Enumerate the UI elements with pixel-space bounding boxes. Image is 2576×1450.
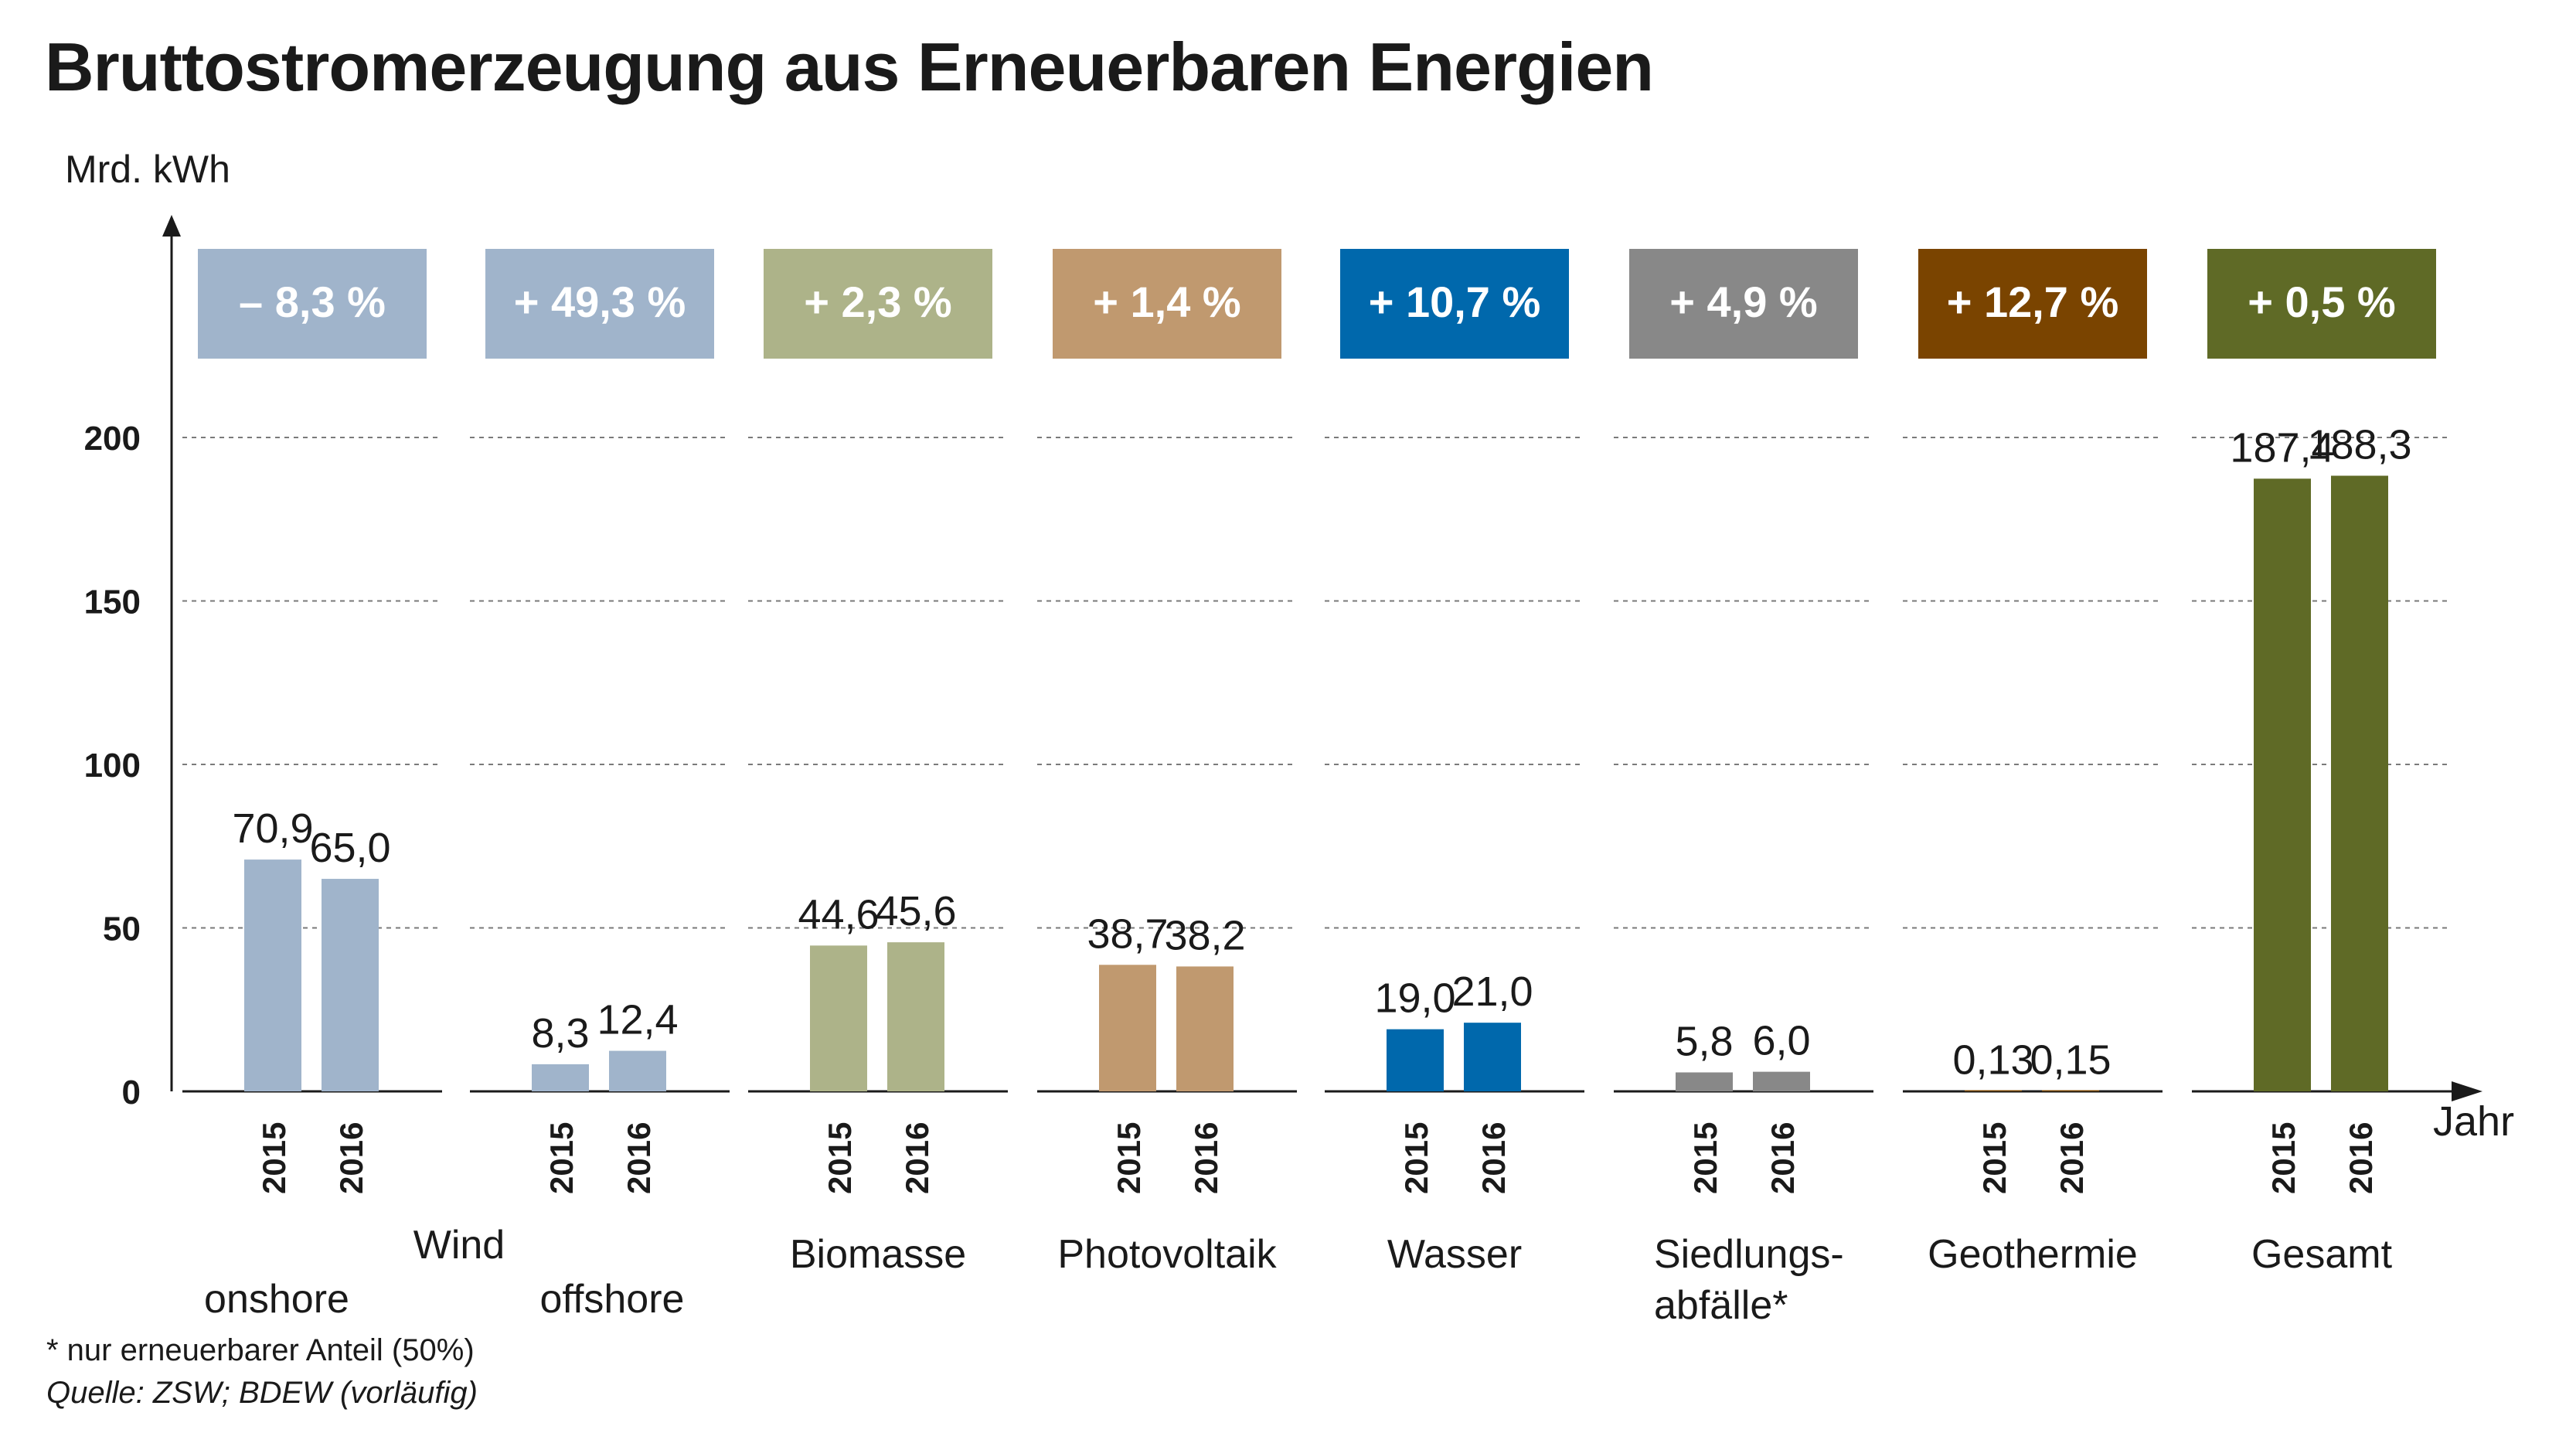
bar: [1176, 966, 1234, 1091]
data-label: 21,0: [1451, 968, 1533, 1015]
change-badge-label: + 2,3 %: [804, 277, 951, 326]
change-badge-label: + 10,7 %: [1369, 277, 1541, 326]
bar: [322, 879, 379, 1091]
change-badge: [198, 249, 427, 359]
category-label: Biomasse: [790, 1232, 966, 1277]
bar: [810, 945, 867, 1091]
category-label: onshore: [204, 1277, 349, 1322]
category-label-line: Photovoltaik: [1057, 1232, 1277, 1277]
x-tick-label: 2015: [822, 1122, 858, 1194]
data-label: 8,3: [531, 1010, 589, 1057]
x-tick-label: 2015: [1687, 1122, 1724, 1194]
y-axis-arrow: [162, 215, 181, 237]
category-label-line: onshore: [204, 1277, 349, 1322]
data-label: 45,6: [875, 888, 956, 934]
y-tick-label: 50: [103, 911, 141, 948]
x-tick-label: 2016: [1188, 1122, 1224, 1194]
x-tick-label: 2015: [1398, 1122, 1434, 1194]
x-tick-label: 2015: [1976, 1122, 2013, 1194]
category-label-line: Gesamt: [2251, 1232, 2393, 1277]
category-label: Gesamt: [2251, 1232, 2393, 1277]
change-badge-label: + 12,7 %: [1947, 277, 2119, 326]
bar: [887, 942, 944, 1091]
change-badge-label: – 8,3 %: [239, 277, 386, 326]
bar: [1676, 1072, 1733, 1091]
data-label: 44,6: [798, 891, 879, 938]
category-label-line: Biomasse: [790, 1232, 966, 1277]
category-label-line: Siedlungs-: [1654, 1232, 1844, 1277]
y-tick-label: 150: [84, 584, 141, 621]
x-tick-label: 2016: [621, 1122, 657, 1194]
data-label: 0,15: [2030, 1036, 2111, 1083]
change-badge: [1629, 249, 1858, 359]
data-label: 12,4: [597, 997, 678, 1043]
data-label: 65,0: [309, 825, 390, 871]
x-axis-arrow: [2452, 1081, 2482, 1101]
data-label: 6,0: [1752, 1018, 1810, 1064]
x-tick-label: 2016: [333, 1122, 369, 1194]
y-tick-label: 0: [122, 1074, 141, 1111]
chart-title: Bruttostromerzeugung aus Erneuerbaren En…: [45, 29, 1654, 105]
data-label: 70,9: [232, 805, 313, 852]
change-badge: [764, 249, 992, 359]
data-label: 188,3: [2307, 421, 2411, 468]
data-label: 5,8: [1675, 1018, 1733, 1064]
bar: [2331, 475, 2388, 1091]
bar: [244, 859, 301, 1091]
category-label: Geothermie: [1928, 1232, 2138, 1277]
change-badge: [485, 249, 714, 359]
change-badge: [1918, 249, 2147, 359]
category-label: Wasser: [1387, 1232, 1522, 1277]
category-label: Photovoltaik: [1057, 1232, 1277, 1277]
footnote: * nur erneuerbarer Anteil (50%): [46, 1333, 475, 1367]
data-label: 187,4: [2230, 424, 2334, 471]
bar: [1753, 1071, 1810, 1091]
x-tick-label: 2015: [1111, 1122, 1147, 1194]
bar: [1099, 965, 1156, 1091]
x-tick-label: 2016: [2343, 1122, 2379, 1194]
y-axis-label: Mrd. kWh: [65, 148, 230, 191]
change-badge-label: + 4,9 %: [1669, 277, 1817, 326]
bar: [2042, 1090, 2099, 1091]
change-badge: [1340, 249, 1569, 359]
x-axis-label: Jahr: [2433, 1098, 2515, 1145]
bar: [609, 1050, 666, 1091]
x-tick-label: 2015: [543, 1122, 580, 1194]
bar: [1965, 1090, 2022, 1091]
x-tick-label: 2015: [256, 1122, 292, 1194]
change-badge: [1053, 249, 1281, 359]
data-label: 19,0: [1374, 975, 1455, 1022]
category-label: offshore: [540, 1277, 685, 1322]
category-label-line: offshore: [540, 1277, 685, 1322]
category-label-line: Wasser: [1387, 1232, 1522, 1277]
x-tick-label: 2015: [2265, 1122, 2302, 1194]
data-label: 0,13: [1952, 1036, 2033, 1083]
bar: [532, 1064, 589, 1091]
change-badge: [2207, 249, 2436, 359]
data-label: 38,7: [1087, 911, 1168, 957]
bar: [2254, 478, 2311, 1091]
y-tick-label: 200: [84, 420, 141, 458]
change-badge-label: + 0,5 %: [2248, 277, 2395, 326]
data-label: 38,2: [1164, 912, 1245, 958]
category-group-label: Wind: [413, 1223, 505, 1268]
category-label-line: abfälle*: [1654, 1283, 1788, 1328]
x-tick-label: 2016: [2054, 1122, 2090, 1194]
source-note: Quelle: ZSW; BDEW (vorläufig): [46, 1376, 478, 1410]
bar: [1464, 1023, 1521, 1091]
change-badge-label: + 49,3 %: [514, 277, 686, 326]
change-badge-label: + 1,4 %: [1093, 277, 1240, 326]
category-label-line: Geothermie: [1928, 1232, 2138, 1277]
y-tick-label: 100: [84, 747, 141, 785]
bar: [1387, 1029, 1444, 1091]
x-tick-label: 2016: [1764, 1122, 1801, 1194]
x-tick-label: 2016: [1475, 1122, 1512, 1194]
category-label: Siedlungs-abfälle*: [1654, 1232, 1844, 1328]
x-tick-label: 2016: [899, 1122, 935, 1194]
